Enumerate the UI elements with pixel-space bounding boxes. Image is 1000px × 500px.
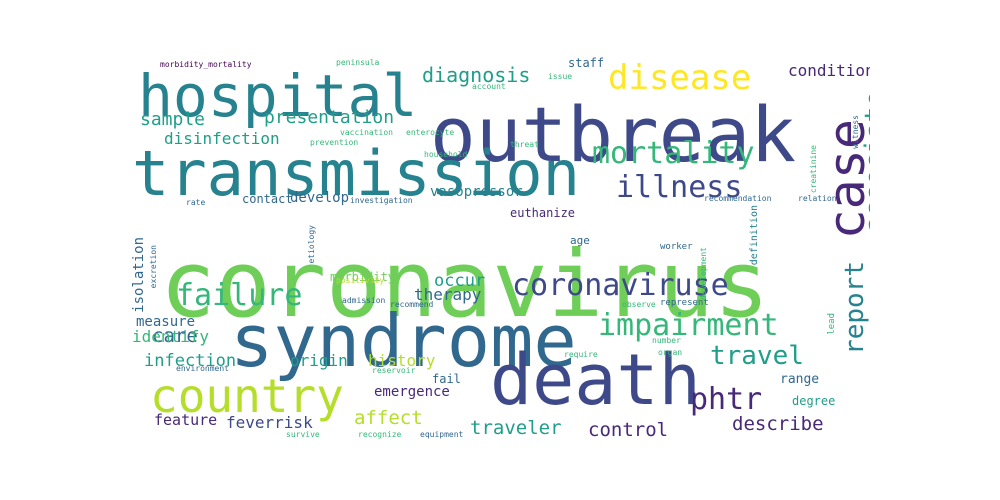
word-prevention: prevention (310, 138, 359, 147)
word-morbidity: morbidity (330, 270, 396, 284)
word-hospital: hospital (138, 62, 418, 130)
word-definition: definition (749, 205, 760, 266)
word-develop: develop (290, 190, 350, 206)
word-rate: rate (186, 198, 206, 207)
word-recommendation: recommendation (704, 194, 772, 203)
word-country: country (150, 369, 344, 423)
word-origin: origin (290, 351, 348, 370)
word-cloud: coronavirus syndrome outbreak transmission h… (130, 55, 870, 445)
word-describe: describe (732, 413, 824, 435)
word-morbidity-mortality: morbidity_mortality (160, 60, 252, 69)
word-transmission: transmission (132, 137, 580, 210)
word-vaccination: vaccination (340, 128, 393, 137)
word-require: require (564, 350, 598, 359)
word-vasopressor: vasopressor (430, 184, 523, 200)
word-staff: staff (568, 56, 605, 70)
word-disease: disease (608, 58, 752, 98)
word-number: number (652, 336, 681, 345)
word-failure: failure (176, 278, 303, 313)
word-measure: measure (136, 314, 196, 330)
word-coronaviruse: coronaviruse (512, 268, 729, 303)
word-etiology: etiology (307, 225, 316, 264)
word-development: development (699, 247, 708, 300)
word-worker: worker (660, 242, 693, 252)
word-survive: survive (286, 430, 320, 439)
word-recognize: recognize (358, 430, 402, 439)
word-phtr: phtr (690, 382, 763, 417)
word-admission: admission (342, 296, 386, 305)
word-degree: degree (792, 394, 836, 408)
word-identify: identify (132, 327, 210, 346)
word-recommend: recommend (390, 300, 434, 309)
word-household: household (424, 150, 468, 159)
word-isolation: isolation (131, 237, 147, 313)
word-affect: affect (354, 407, 423, 429)
word-range: range (780, 372, 820, 387)
word-care: care (152, 325, 198, 347)
word-enterocyte: enterocyte (406, 128, 455, 137)
word-peninsula: peninsula (336, 58, 380, 67)
word-syndrome: syndrome (230, 299, 577, 383)
word-death: death (490, 339, 701, 421)
word-impairment: impairment (598, 308, 779, 343)
word-diagnosis: diagnosis (422, 63, 531, 87)
word-emergence: emergence (374, 384, 450, 400)
word-age: age (570, 234, 590, 247)
word-euthanize: euthanize (510, 206, 576, 220)
word-associate: associate (860, 91, 870, 232)
word-history: history (368, 351, 436, 370)
word-outbreak: outbreak (430, 90, 797, 179)
word-creatinine: creatinine (809, 145, 818, 194)
word-illness: illness (616, 170, 743, 205)
word-account: account (472, 82, 506, 91)
word-travel: travel (710, 341, 804, 371)
word-control: control (588, 419, 669, 441)
word-presentation: presentation (264, 107, 395, 128)
word-sample: sample (140, 109, 206, 130)
word-infection: infection (144, 351, 237, 371)
word-investigation: investigation (350, 196, 413, 205)
word-therapy: therapy (414, 285, 482, 304)
word-feature: feature (154, 411, 218, 429)
word-excretion: excretion (149, 245, 158, 289)
word-organ: organ (658, 348, 683, 357)
word-traveler: traveler (470, 417, 562, 439)
word-witness: witness (851, 115, 860, 149)
word-equipment: equipment (420, 430, 464, 439)
word-environment: environment (176, 364, 229, 373)
word-represent: represent (660, 298, 709, 308)
word-observe: observe (622, 300, 656, 309)
word-feverrisk: feverrisk (226, 413, 313, 432)
word-condition: condition (788, 61, 870, 80)
word-positivity: positivity (336, 276, 385, 285)
word-reservoir: reservoir (372, 366, 416, 375)
word-fail: fail (432, 372, 461, 386)
word-threat: threat (510, 140, 539, 149)
word-lead: lead (827, 313, 837, 335)
word-report: report (840, 261, 870, 355)
word-mortality: mortality (592, 136, 755, 171)
word-occur: occur (434, 271, 486, 291)
word-coronavirus: coronavirus (160, 231, 770, 338)
word-disinfection: disinfection (164, 129, 280, 148)
word-contact: contact (242, 192, 293, 206)
word-relation: relation (798, 194, 837, 203)
word-issue: issue (548, 72, 573, 81)
